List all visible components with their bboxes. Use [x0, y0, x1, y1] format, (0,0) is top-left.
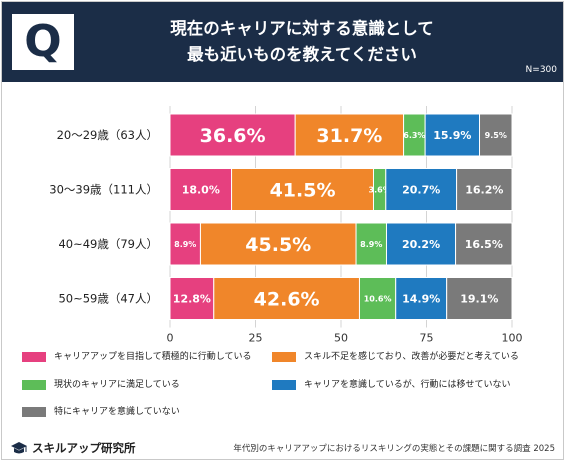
- graduation-cap-icon: [11, 441, 27, 453]
- data-label: 14.9%: [402, 292, 440, 305]
- data-label: 6.3%: [403, 131, 425, 140]
- bar-segment: [456, 168, 513, 211]
- data-label: 15.9%: [433, 129, 471, 142]
- data-label: 9.5%: [485, 131, 507, 140]
- data-label: 31.7%: [316, 125, 382, 147]
- question-title-line1: 現在のキャリアに対する意識として: [170, 19, 434, 38]
- bar-segment: [294, 113, 405, 157]
- q-badge: Q: [12, 14, 74, 70]
- x-tick-label: 50: [334, 332, 348, 343]
- bar-segment: [385, 222, 457, 266]
- bar-segment: [455, 222, 513, 266]
- bar-segment: [231, 168, 374, 211]
- legend-item: 特にキャリアを意識していない: [22, 405, 180, 419]
- data-label: 45.5%: [245, 234, 311, 256]
- legend-item: スキル不足を感じており、改善が必要だと考えている: [272, 350, 519, 364]
- legend-item: キャリアアップを目指して積極的に行動している: [22, 350, 251, 364]
- data-label: 12.8%: [173, 292, 211, 305]
- question-title-line2: 最も近いものを教えてください: [187, 45, 417, 64]
- source-caption: 年代別のキャリアアップにおけるリスキリングの実態とその課題に関する調査 2025: [233, 444, 555, 454]
- bar-segment: [385, 168, 458, 211]
- bar-segment: [358, 277, 397, 320]
- stacked-bar-chart: 36.6% 31.7% 6.3% 15.9% 9.5% 18.0% 41.5% 3.6% 20.…: [49, 106, 523, 343]
- x-tick-label: 75: [420, 332, 434, 343]
- legend-item: 現状のキャリアに満足している: [22, 378, 180, 392]
- category-label: 50~59歳（47人）: [58, 292, 158, 306]
- legend-label: 現状のキャリアに満足している: [54, 380, 180, 390]
- header-banner: Q 現在のキャリアに対する意識として 最も近いものを教えてください N=300: [2, 2, 563, 82]
- bar-segment: [169, 168, 233, 211]
- q-letter: Q: [24, 16, 62, 67]
- legend-item: キャリアを意識しているが、行動には移せていない: [272, 378, 511, 392]
- data-label: 20.2%: [402, 238, 440, 251]
- bar-segment: [169, 113, 296, 157]
- bar-segment: [213, 277, 360, 320]
- legend-swatch: [22, 351, 46, 362]
- legend: キャリアアップを目指して積極的に行動している スキル不足を感じており、改善が必要だ…: [2, 342, 563, 432]
- bar-segment: [199, 222, 357, 266]
- legend-label: キャリアを意識しているが、行動には移せていない: [304, 380, 511, 390]
- x-tick-label: 0: [167, 332, 174, 343]
- bar-segment: [169, 222, 201, 266]
- data-label: 19.1%: [460, 292, 498, 305]
- brand-logo: スキルアップ研究所: [10, 438, 136, 458]
- data-label: 16.2%: [465, 183, 503, 196]
- x-tick-label: 100: [502, 332, 523, 343]
- bar-segment: [479, 113, 513, 157]
- data-label: 42.6%: [254, 288, 320, 310]
- category-label: 30～39歳（111人）: [49, 183, 158, 197]
- bars-layer: 36.6% 31.7% 6.3% 15.9% 9.5% 18.0% 41.5% 3.6% 20.…: [169, 113, 513, 320]
- category-labels: 20～29歳（63人） 30～39歳（111人） 40~49歳（79人） 50~59歳…: [49, 128, 158, 306]
- legend-swatch: [272, 351, 296, 362]
- data-label: 20.7%: [402, 183, 440, 196]
- x-tick-labels: 0 25 50 75 100: [167, 332, 523, 343]
- data-label: 8.9%: [174, 240, 196, 249]
- bar-segment: [395, 277, 448, 320]
- legend-label: キャリアアップを目指して積極的に行動している: [54, 352, 252, 362]
- category-label: 20～29歳（63人）: [57, 128, 158, 142]
- bar-segment: [424, 113, 481, 157]
- legend-label: スキル不足を感じており、改善が必要だと考えている: [304, 352, 519, 362]
- data-label: 16.5%: [465, 238, 503, 251]
- data-label: 18.0%: [182, 183, 220, 196]
- data-label: 3.6%: [369, 185, 391, 194]
- question-title: 現在のキャリアに対する意識として 最も近いものを教えてください: [122, 16, 482, 68]
- data-label: 36.6%: [200, 125, 266, 147]
- legend-label: 特にキャリアを意識していない: [54, 407, 180, 417]
- data-label: 10.6%: [364, 294, 392, 303]
- legend-swatch: [22, 379, 46, 390]
- bar-segment: [169, 277, 215, 320]
- legend-swatch: [272, 379, 296, 390]
- brand-logo-text: スキルアップ研究所: [32, 441, 136, 455]
- data-label: 8.9%: [360, 240, 382, 249]
- legend-swatch: [22, 406, 46, 417]
- category-label: 40~49歳（79人）: [58, 237, 158, 251]
- bar-segment: [446, 277, 513, 320]
- sample-size-label: N=300: [525, 65, 557, 75]
- data-label: 41.5%: [270, 179, 336, 201]
- x-tick-label: 25: [249, 332, 263, 343]
